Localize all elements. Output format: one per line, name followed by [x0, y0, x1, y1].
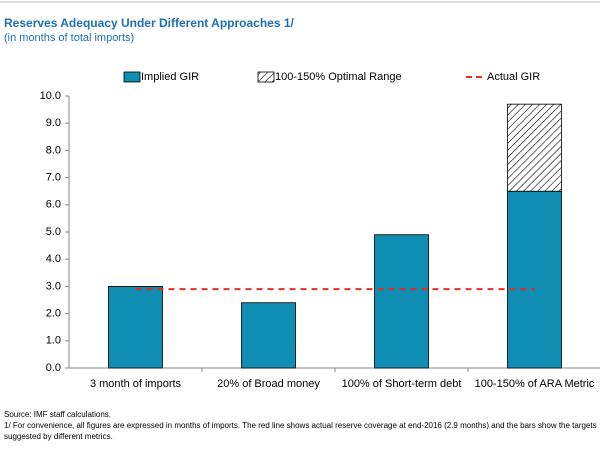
y-tick-label: 4.0 [46, 253, 61, 265]
source-note: Source: IMF staff calculations. [4, 410, 112, 419]
x-tick-label: 3 month of imports [89, 378, 182, 390]
y-tick-label: 9.0 [46, 117, 61, 129]
legend-label: Actual GIR [487, 71, 540, 83]
bar [507, 190, 562, 369]
legend-swatch [257, 71, 275, 83]
legend-label: Implied GIR [141, 71, 199, 83]
bar [507, 103, 562, 192]
bar [241, 302, 296, 369]
y-tick-label: 7.0 [46, 172, 61, 184]
bar [374, 234, 429, 369]
y-tick-label: 2.0 [46, 308, 61, 320]
y-tick-label: 1.0 [46, 335, 61, 347]
y-tick-label: 8.0 [46, 144, 61, 156]
chart-subtitle: (in months of total imports) [4, 32, 135, 44]
y-tick-label: 6.0 [46, 199, 61, 211]
y-tick-label: 3.0 [46, 280, 61, 292]
x-tick-label: 100-150% of ARA Metric [474, 378, 595, 390]
chart-title: Reserves Adequacy Under Different Approa… [4, 16, 294, 30]
x-tick-label: 20% of Broad money [217, 378, 320, 390]
bar [108, 285, 163, 369]
legend-swatch [123, 71, 141, 83]
y-tick-label: 10.0 [40, 90, 61, 102]
footnote: 1/ For convenience, all figures are expr… [4, 421, 597, 441]
x-tick-label: 100% of Short-term debt [341, 378, 462, 390]
legend-label: 100-150% Optimal Range [275, 71, 402, 83]
y-tick-label: 5.0 [46, 226, 61, 238]
y-tick-label: 0.0 [46, 362, 61, 374]
